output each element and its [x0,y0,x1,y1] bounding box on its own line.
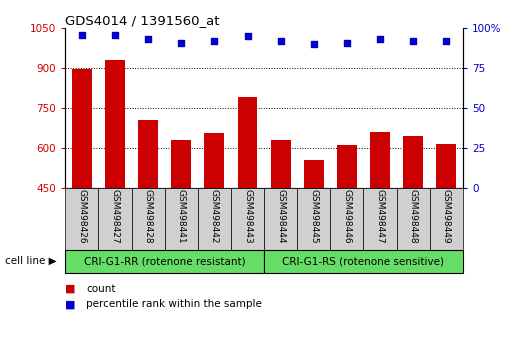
Bar [72,69,92,188]
Point [243,34,252,39]
Text: GSM498447: GSM498447 [376,189,384,244]
Text: count: count [86,284,116,293]
Bar [105,60,125,188]
Bar [304,160,324,188]
Point [277,38,285,44]
Bar [172,140,191,188]
Text: ■: ■ [65,299,76,309]
Text: GSM498427: GSM498427 [110,189,120,244]
Text: GSM498443: GSM498443 [243,189,252,244]
Point [210,38,219,44]
Text: percentile rank within the sample: percentile rank within the sample [86,299,262,309]
Bar [237,97,257,188]
Text: GSM498426: GSM498426 [77,189,86,244]
Bar [436,144,456,188]
Text: GSM498441: GSM498441 [177,189,186,244]
Point [409,38,417,44]
Text: cell line ▶: cell line ▶ [5,256,57,266]
Bar [138,120,158,188]
Text: CRI-G1-RS (rotenone sensitive): CRI-G1-RS (rotenone sensitive) [282,256,445,266]
Bar [271,140,291,188]
Bar [403,136,423,188]
Text: GSM498442: GSM498442 [210,189,219,244]
Point [177,40,186,46]
Text: GDS4014 / 1391560_at: GDS4014 / 1391560_at [65,14,220,27]
Bar [370,132,390,188]
Text: ■: ■ [65,284,76,293]
Point [310,41,318,47]
Point [442,38,450,44]
Point [376,37,384,42]
Point [144,37,152,42]
Text: GSM498449: GSM498449 [442,189,451,244]
Text: GSM498445: GSM498445 [309,189,319,244]
Text: GSM498448: GSM498448 [408,189,418,244]
Bar [204,133,224,188]
Point [111,32,119,38]
Point [78,32,86,38]
Point [343,40,351,46]
Text: CRI-G1-RR (rotenone resistant): CRI-G1-RR (rotenone resistant) [84,256,246,266]
Text: GSM498428: GSM498428 [144,189,153,244]
Bar [337,145,357,188]
Text: GSM498446: GSM498446 [343,189,351,244]
Text: GSM498444: GSM498444 [276,189,285,244]
